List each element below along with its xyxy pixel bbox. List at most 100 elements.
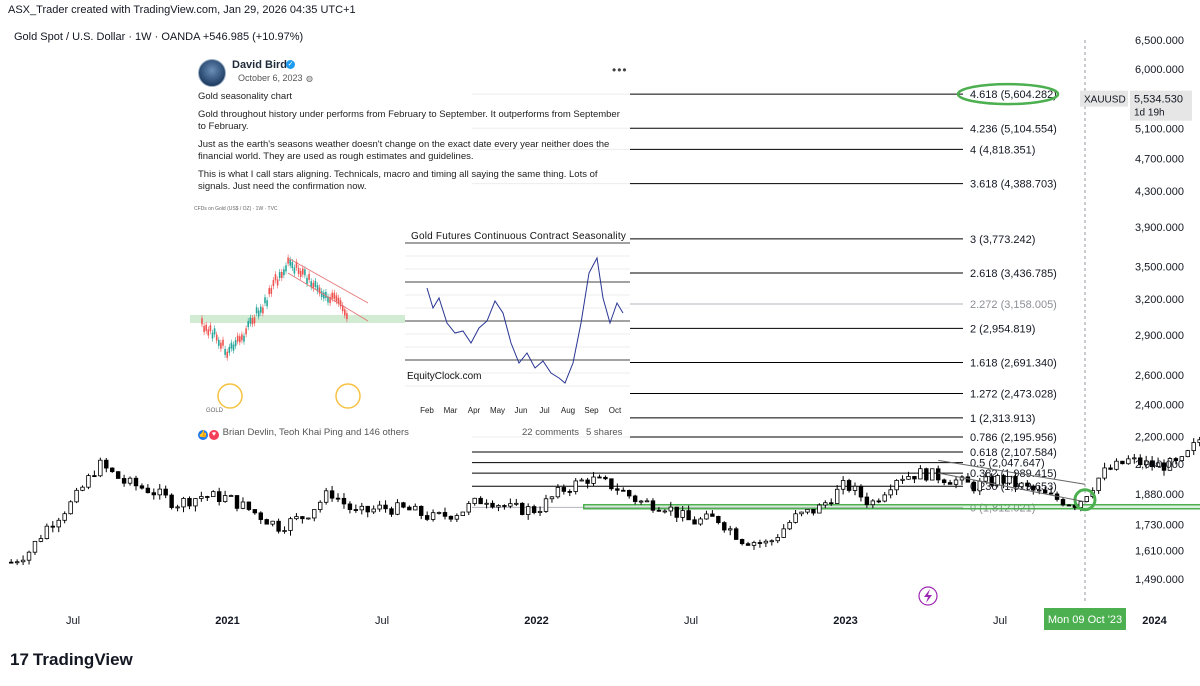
fib-level-label: 3 (3,773.242) [970,234,1035,246]
candle-down [632,495,638,502]
price-tick-label: 1,730.000 [1135,519,1184,531]
candle-down [104,459,109,469]
mini-candle-up [278,271,281,278]
mini-candle-up [247,321,249,328]
post-author[interactable]: David Bird [232,59,288,71]
candle-up [799,511,804,515]
candle-up [882,494,887,502]
comments-count[interactable]: 22 comments [522,427,580,438]
mini-candle-down [222,339,224,346]
mini-candle-up [260,306,262,313]
mini-candle-up [213,328,216,335]
channel-lower-line [938,472,1086,503]
candle-down [258,512,263,520]
candle-up [288,518,293,531]
candle-up [870,500,876,506]
candle-down [151,492,157,496]
candle-up [888,489,893,496]
price-tick-label: 2,400.000 [1135,399,1184,411]
mini-candle-down [333,292,336,299]
post-paragraph: Gold seasonality chart [198,91,292,102]
candle-down [603,476,608,480]
avatar[interactable] [198,59,226,87]
candle-up [26,551,32,561]
candle-up [918,468,923,480]
candle-up [953,479,959,485]
candle-up [668,506,673,512]
candle-up [157,488,162,496]
candle-down [692,519,697,525]
mini-gold-chart [190,254,405,409]
candle-down [876,500,881,503]
candle-down [745,543,751,546]
crosshair-date-label [1043,608,1126,630]
price-axis[interactable]: 6,500.000 6,000.000 5,100.000 4,700.000 4,30… [1080,35,1192,586]
candle-down [846,480,852,491]
candle-up [1114,460,1119,470]
mini-candle-down [331,292,333,299]
candle-down [710,513,715,517]
candle-down [300,516,305,520]
mini-candle-down [201,318,203,325]
mini-candle-down [268,288,270,295]
candle-down [1031,485,1036,491]
candle-up [644,500,650,503]
mini-candle-down [346,313,348,320]
time-axis[interactable]: Jul2021Jul2022Jul2023Jul2024Jul2025Jul20… [66,608,1200,630]
mini-candle-down [337,297,340,304]
candle-up [769,540,775,543]
mini-candle-up [316,285,319,292]
candle-down [448,515,454,520]
mini-candle-down [262,307,264,314]
candle-down [442,512,448,517]
candle-down [656,509,662,512]
candle-up [181,497,186,508]
candle-down [163,488,168,496]
mini-candle-down [295,261,298,268]
mini-candle-down [318,287,321,294]
mini-candle-up [320,291,323,298]
symbol-price-tag [1080,90,1128,107]
shares-count[interactable]: 5 shares [586,427,623,438]
candle-down [858,485,864,498]
candle-down [531,506,537,513]
tradingview-wordmark: TradingView [32,650,133,669]
post-reactions[interactable]: 👍 ♥ Brian Devlin, Teoh Khai Ping and 146 … [198,427,409,440]
post-image-gold-chart[interactable]: CFDs on Gold (US$ / OZ) · 1W · TVC GOLD [190,203,405,421]
price-tick-label: 4,300.000 [1135,186,1184,198]
candle-up [228,495,234,497]
fibonacci-extension[interactable]: 4.618 (5,604.282) 4.236 (5,104.554) 4 (4,8… [472,82,1060,514]
mini-candle-down [220,342,222,349]
seasonality-month-label: Feb [420,406,434,415]
more-horizontal-icon[interactable]: ••• [612,63,628,77]
candle-up [32,540,38,553]
candle-up [20,559,26,563]
mini-candle-down [274,274,277,281]
mini-candle-up [310,281,312,288]
candle-up [294,516,299,520]
candle-down [722,522,727,531]
price-tick-label: 3,900.000 [1135,222,1184,234]
fib-level-label: 1 (2,313.913) [970,413,1035,425]
tradingview-logo[interactable]: 17 TradingView [10,650,133,670]
price-tick-label: 1,880.000 [1135,489,1184,501]
seasonality-month-label: Jul [539,406,549,415]
mini-candle-down [215,334,218,341]
candle-up [1019,482,1024,488]
candle-down [615,488,620,491]
seasonality-month-label: Mar [444,406,458,415]
candle-up [68,501,73,515]
time-tick-label: Jul [66,615,80,627]
post-image-seasonality[interactable]: Feb Mar Apr May Jun Jul Aug Sep Oct Gold Futures… [405,203,630,421]
fib-level-label: 3.618 (4,388.703) [970,179,1057,191]
candle-down [347,503,353,510]
candle-up [193,498,198,507]
candle-up [680,510,685,518]
mini-candle-up [304,269,306,276]
candle-down [1042,489,1048,494]
post-date[interactable]: October 6, 2023 [238,73,303,83]
mini-candle-down [272,280,275,287]
candle-up [395,502,400,515]
mini-candle-down [209,325,212,332]
